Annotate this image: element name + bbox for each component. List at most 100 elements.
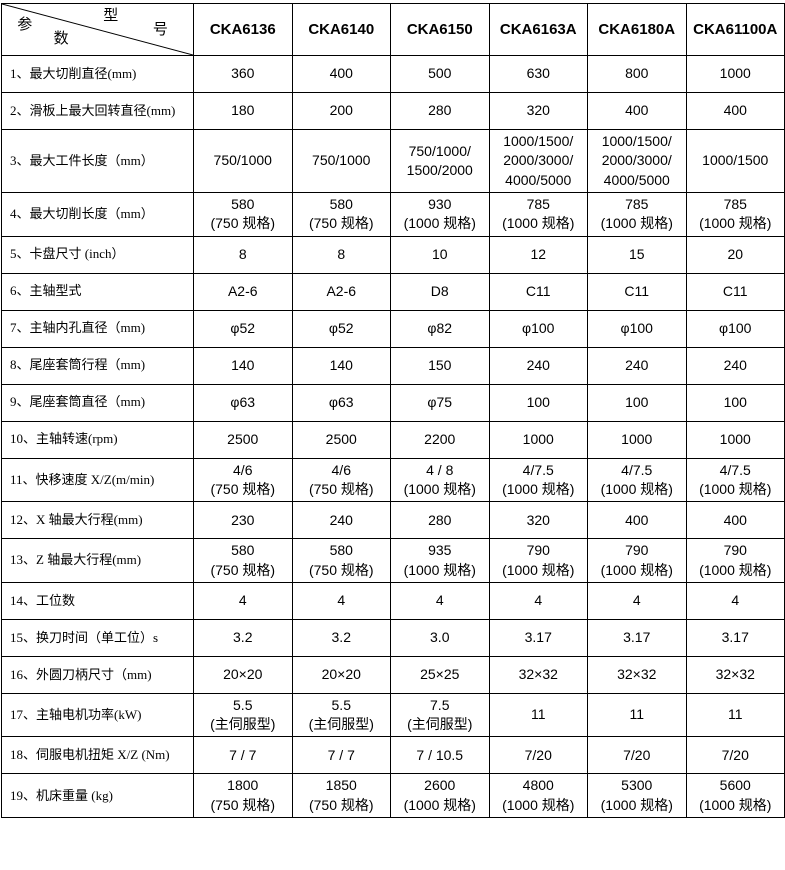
parameter-value: 1000 — [587, 420, 687, 459]
parameter-value: 750/1000 — [291, 129, 391, 193]
parameter-value: 5.5 (主伺服型) — [291, 692, 391, 738]
table-row: 3、最大工件长度（mm） 750/1000 750/1000 750/1000/ 15… — [1, 129, 785, 193]
parameter-value: 12 — [488, 235, 588, 274]
parameter-label: 3、最大工件长度（mm） — [1, 129, 194, 193]
parameter-value: 240 — [587, 346, 687, 385]
parameter-label: 15、换刀时间（单工位）s — [1, 618, 194, 657]
parameter-value: φ100 — [587, 309, 687, 348]
parameter-label: 11、快移速度 X/Z(m/min) — [1, 457, 194, 503]
model-column-header: CKA6140 — [291, 3, 391, 56]
table-row: 4、最大切削长度（mm） 580 (750 规格) 580 (750 规格) 930 … — [1, 191, 785, 237]
parameter-value: 800 — [587, 55, 687, 93]
parameter-value: 7 / 7 — [291, 736, 391, 775]
parameter-label: 18、伺服电机扭矩 X/Z (Nm) — [1, 736, 194, 775]
parameter-value: 8 — [291, 235, 391, 274]
table-row: 15、换刀时间（单工位）s 3.2 3.2 3.0 3.17 3.17 3.17 — [1, 618, 785, 657]
parameter-value: φ75 — [390, 383, 490, 422]
parameter-value: φ82 — [390, 309, 490, 348]
parameter-value: 4 — [587, 581, 687, 620]
parameter-label: 17、主轴电机功率(kW) — [1, 692, 194, 738]
parameter-value: 7.5 (主伺服型) — [390, 692, 490, 738]
table-row: 17、主轴电机功率(kW) 5.5 (主伺服型) 5.5 (主伺服型) 7.5 (主伺… — [1, 692, 785, 738]
spec-table: 型 号 参 数 CKA6136 CKA6140 CKA6150 CKA6163A CKA… — [1, 3, 785, 819]
parameter-value: 1000 — [685, 420, 785, 459]
parameter-value: 360 — [193, 55, 293, 93]
parameter-label: 5、卡盘尺寸 (inch） — [1, 235, 194, 274]
parameter-value: 785 (1000 规格) — [488, 191, 588, 237]
parameter-value: 4800 (1000 规格) — [488, 773, 588, 819]
parameter-value: 11 — [587, 692, 687, 738]
parameter-value: 935 (1000 规格) — [390, 538, 490, 583]
parameter-value: 930 (1000 规格) — [390, 191, 490, 237]
parameter-value: 20 — [685, 235, 785, 274]
parameter-value: 400 — [291, 55, 391, 93]
parameter-value: A2-6 — [291, 272, 391, 311]
parameter-value: 100 — [685, 383, 785, 422]
parameter-value: 630 — [488, 55, 588, 93]
parameter-value: 5.5 (主伺服型) — [193, 692, 293, 738]
parameter-value: 200 — [291, 92, 391, 130]
table-row: 1、最大切削直径(mm) 360 400 500 630 800 1000 — [1, 55, 785, 93]
table-row: 8、尾座套筒行程（mm) 140 140 150 240 240 240 — [1, 346, 785, 385]
parameter-value: 1000/1500/ 2000/3000/ 4000/5000 — [488, 129, 588, 193]
table-row: 14、工位数 4 4 4 4 4 4 — [1, 581, 785, 620]
diagonal-divider-line — [2, 4, 193, 55]
parameter-value: 4/7.5 (1000 规格) — [685, 457, 785, 503]
table-row: 16、外圆刀柄尺寸（mm) 20×20 20×20 25×25 32×32 32×32 32… — [1, 655, 785, 694]
corner-param-char-2: 数 — [53, 31, 69, 48]
parameter-label: 1、最大切削直径(mm) — [1, 55, 194, 93]
parameter-value: 3.0 — [390, 618, 490, 657]
table-row: 2、滑板上最大回转直径(mm) 180 200 280 320 400 400 — [1, 92, 785, 130]
parameter-value: 5600 (1000 规格) — [685, 773, 785, 819]
parameter-value: 320 — [488, 92, 588, 130]
parameter-value: 790 (1000 规格) — [488, 538, 588, 583]
parameter-value: 4 — [390, 581, 490, 620]
parameter-value: 4/6 (750 规格) — [193, 457, 293, 503]
parameter-value: 500 — [390, 55, 490, 93]
parameter-value: 400 — [587, 92, 687, 130]
table-row: 11、快移速度 X/Z(m/min) 4/6 (750 规格) 4/6 (750 规… — [1, 457, 785, 503]
table-row: 6、主轴型式 A2-6 A2-6 D8 C11 C11 C11 — [1, 272, 785, 311]
parameter-value: 180 — [193, 92, 293, 130]
parameter-value: 4 / 8 (1000 规格) — [390, 457, 490, 503]
table-row: 12、X 轴最大行程(mm) 230 240 280 320 400 400 — [1, 501, 785, 540]
parameter-value: 320 — [488, 501, 588, 540]
parameter-value: 32×32 — [685, 655, 785, 694]
parameter-value: 3.2 — [291, 618, 391, 657]
parameter-value: 7/20 — [587, 736, 687, 775]
parameter-value: C11 — [488, 272, 588, 311]
parameter-value: 1000 — [685, 55, 785, 93]
parameter-value: 140 — [291, 346, 391, 385]
parameter-value: 2500 — [291, 420, 391, 459]
parameter-value: 1850 (750 规格) — [291, 773, 391, 819]
parameter-value: φ100 — [685, 309, 785, 348]
parameter-value: 4/7.5 (1000 规格) — [587, 457, 687, 503]
parameter-value: 785 (1000 规格) — [587, 191, 687, 237]
parameter-value: 20×20 — [193, 655, 293, 694]
parameter-value: 790 (1000 规格) — [587, 538, 687, 583]
parameter-value: 280 — [390, 92, 490, 130]
parameter-value: 7 / 7 — [193, 736, 293, 775]
parameter-value: 4 — [488, 581, 588, 620]
table-row: 9、尾座套筒直径（mm) φ63 φ63 φ75 100 100 100 — [1, 383, 785, 422]
parameter-value: C11 — [587, 272, 687, 311]
parameter-value: 4 — [685, 581, 785, 620]
parameter-value: 4/7.5 (1000 规格) — [488, 457, 588, 503]
parameter-value: 2600 (1000 规格) — [390, 773, 490, 819]
parameter-value: 7/20 — [488, 736, 588, 775]
parameter-label: 9、尾座套筒直径（mm) — [1, 383, 194, 422]
parameter-value: 32×32 — [488, 655, 588, 694]
parameter-value: 580 (750 规格) — [193, 538, 293, 583]
parameter-label: 10、主轴转速(rpm) — [1, 420, 194, 459]
parameter-value: 400 — [587, 501, 687, 540]
parameter-value: 1000 — [488, 420, 588, 459]
parameter-value: 11 — [685, 692, 785, 738]
table-row: 10、主轴转速(rpm) 2500 2500 2200 1000 1000 1000 — [1, 420, 785, 459]
table-row: 7、主轴内孔直径（mm) φ52 φ52 φ82 φ100 φ100 φ100 — [1, 309, 785, 348]
parameter-label: 7、主轴内孔直径（mm) — [1, 309, 194, 348]
parameter-value: 3.17 — [587, 618, 687, 657]
parameter-value: 240 — [291, 501, 391, 540]
parameter-value: 150 — [390, 346, 490, 385]
parameter-value: 400 — [685, 92, 785, 130]
